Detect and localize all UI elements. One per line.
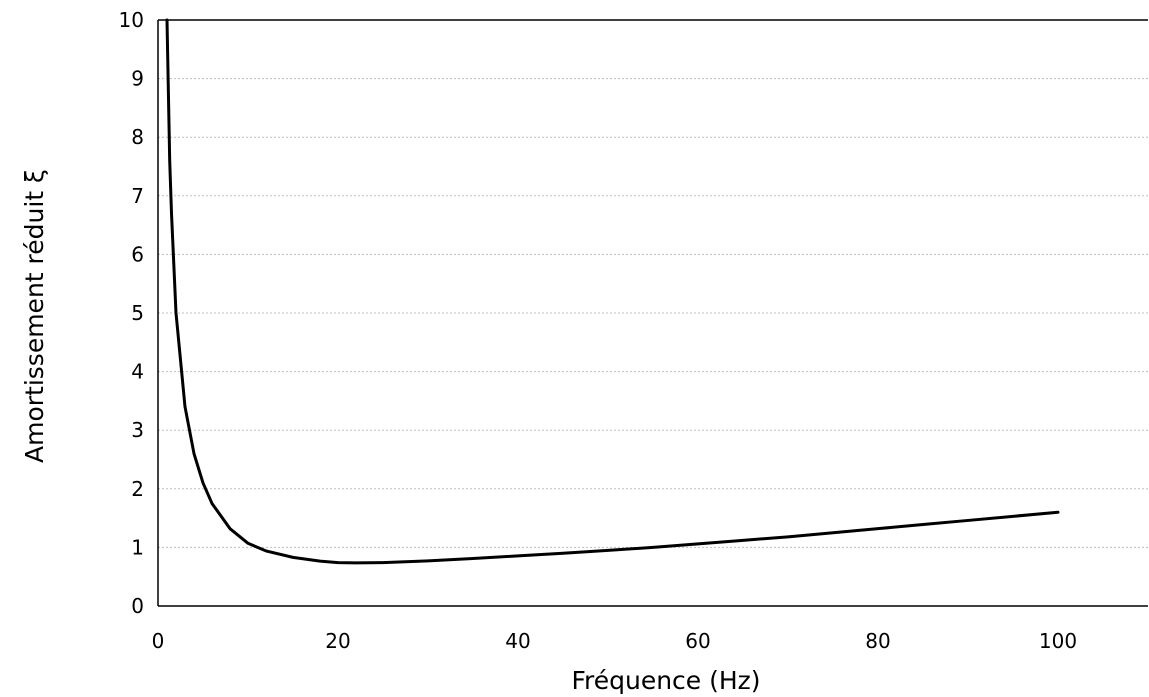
x-tick-label: 40 [505, 629, 530, 653]
y-tick-label: 1 [131, 535, 144, 559]
x-axis-title: Fréquence (Hz) [571, 666, 760, 695]
axes [157, 19, 1148, 607]
series-line [165, 18, 1060, 565]
x-tick-label: 100 [1039, 629, 1077, 653]
gridlines [158, 19, 1148, 548]
x-tick-label: 80 [865, 629, 890, 653]
y-tick-label: 2 [131, 477, 144, 501]
y-tick-label: 10 [119, 8, 144, 32]
y-tick-label: 5 [131, 301, 144, 325]
x-tick-label: 20 [325, 629, 350, 653]
y-tick-label: 9 [131, 67, 144, 91]
y-tick-label: 8 [131, 125, 144, 149]
x-tick-label: 0 [152, 629, 165, 653]
y-tick-label: 3 [131, 418, 144, 442]
y-tick-label: 7 [131, 184, 144, 208]
x-tick-label: 60 [685, 629, 710, 653]
y-tick-label: 4 [131, 360, 144, 384]
y-axis-title: Amortissement réduit ξ [20, 169, 49, 463]
y-tick-label: 0 [131, 594, 144, 618]
y-tick-label: 6 [131, 242, 144, 266]
